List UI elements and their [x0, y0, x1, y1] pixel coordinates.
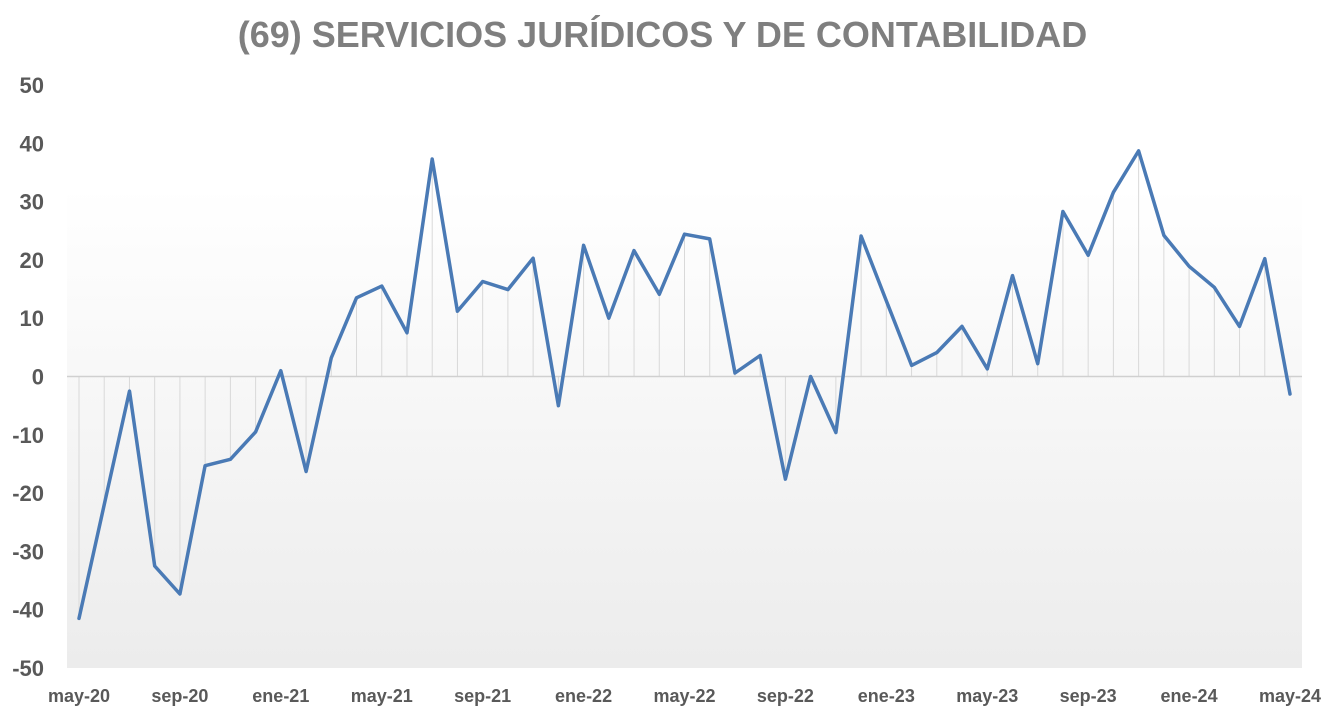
x-tick-label: ene-24: [1161, 686, 1218, 706]
x-tick-label: sep-21: [454, 686, 511, 706]
y-tick-label: -20: [12, 481, 44, 506]
x-tick-label: may-23: [956, 686, 1018, 706]
y-tick-label: -30: [12, 539, 44, 564]
y-tick-label: 30: [20, 190, 44, 215]
x-tick-label: sep-23: [1060, 686, 1117, 706]
drop-lines: [78, 150, 1291, 619]
y-tick-label: 50: [20, 73, 44, 98]
chart-title: (69) SERVICIOS JURÍDICOS Y DE CONTABILID…: [237, 14, 1088, 55]
x-tick-label: may-22: [653, 686, 715, 706]
y-tick-label: -40: [12, 598, 44, 623]
y-tick-label: 40: [20, 131, 44, 156]
x-tick-label: may-21: [351, 686, 413, 706]
x-tick-label: may-20: [48, 686, 110, 706]
y-tick-label: -10: [12, 423, 44, 448]
x-axis: may-20 sep-20 ene-21 may-21 sep-21 ene-22 may-…: [48, 686, 1321, 706]
x-tick-label: ene-21: [252, 686, 309, 706]
series-line: [77, 149, 1292, 621]
y-tick-label: -50: [12, 656, 44, 681]
x-tick-label: ene-22: [555, 686, 612, 706]
y-tick-label: 20: [20, 248, 44, 273]
y-tick-label: 10: [20, 306, 44, 331]
x-tick-label: may-24: [1259, 686, 1321, 706]
y-axis: 50 40 30 20 10 0 -10 -20 -30 -40 -50: [12, 73, 44, 681]
x-tick-label: sep-22: [757, 686, 814, 706]
x-tick-label: ene-23: [858, 686, 915, 706]
y-tick-label: 0: [32, 365, 44, 390]
x-tick-label: sep-20: [151, 686, 208, 706]
